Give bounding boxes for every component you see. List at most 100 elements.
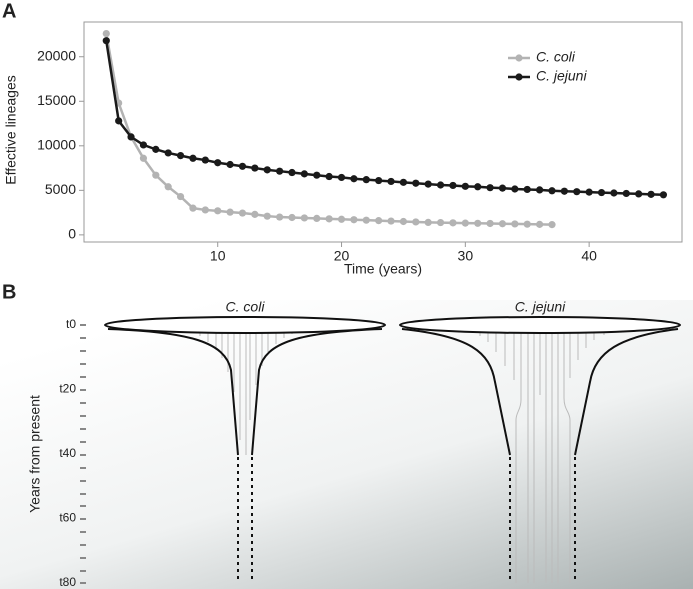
data-point: [412, 218, 420, 226]
legend-marker: [515, 54, 523, 62]
data-point: [350, 175, 358, 183]
data-point: [585, 188, 593, 196]
y-tick-label: t80: [59, 575, 76, 589]
data-point: [597, 188, 606, 197]
data-point: [263, 212, 271, 220]
y-tick-label: t60: [59, 511, 76, 525]
data-point: [536, 186, 544, 194]
data-point: [152, 145, 160, 153]
data-point: [573, 188, 581, 196]
data-point: [313, 214, 321, 222]
y-axis-title: Years from present: [27, 395, 43, 513]
data-point: [498, 220, 507, 228]
tree-title: C. jejuni: [515, 299, 566, 315]
data-point: [399, 217, 408, 226]
data-point: [214, 207, 222, 215]
data-point: [251, 164, 259, 172]
data-point: [548, 221, 556, 229]
data-point: [337, 173, 346, 182]
y-tick-label: t40: [59, 446, 76, 460]
data-point: [362, 176, 370, 184]
data-point: [226, 160, 234, 169]
legend-label: C. jejuni: [536, 68, 587, 84]
data-point: [635, 190, 643, 198]
data-point: [288, 213, 296, 222]
data-point: [486, 219, 494, 228]
data-point: [337, 215, 346, 223]
data-point: [115, 117, 123, 125]
legend-marker: [515, 73, 523, 81]
data-point: [288, 168, 296, 177]
data-point: [300, 170, 308, 178]
dotted-lineage: [237, 457, 576, 583]
plot-frame: [83, 21, 683, 243]
series-line: [105, 40, 664, 197]
data-point: [164, 149, 172, 157]
data-point: [474, 219, 482, 227]
ellipse: [399, 316, 681, 334]
data-point: [424, 180, 432, 188]
data-point: [226, 208, 234, 216]
data-point: [548, 187, 556, 195]
data-point: [498, 184, 507, 192]
data-point: [436, 218, 445, 227]
data-point: [102, 37, 110, 45]
data-point: [214, 159, 222, 167]
y-tick-label: 5000: [45, 181, 76, 197]
data-point: [375, 176, 383, 185]
funnel: [107, 328, 679, 456]
data-point: [436, 181, 445, 189]
data-point: [102, 29, 110, 38]
tree-title: C. coli: [226, 299, 266, 315]
data-point: [523, 185, 531, 194]
data-point: [659, 191, 668, 199]
data-point: [387, 217, 395, 225]
data-point: [139, 141, 148, 149]
data-point: [474, 183, 482, 191]
data-point: [412, 179, 420, 187]
data-point: [375, 217, 383, 225]
panel-b-background: [0, 300, 693, 589]
data-point: [387, 177, 395, 186]
panel-label: A: [2, 0, 16, 22]
data-point: [560, 187, 568, 195]
minor-ticks: [80, 324, 86, 584]
data-point: [399, 178, 408, 186]
y-tick-label: t20: [59, 382, 76, 396]
data-point: [511, 220, 519, 228]
data-point: [201, 156, 209, 164]
data-point: [350, 216, 358, 224]
y-tick-label: t0: [66, 317, 76, 331]
data-point: [127, 133, 135, 141]
data-point: [251, 210, 259, 218]
data-point: [238, 162, 247, 170]
data-point: [362, 216, 370, 224]
data-point: [461, 182, 469, 190]
data-point: [276, 213, 284, 221]
y-tick-label: 0: [68, 226, 76, 242]
data-point: [325, 172, 333, 181]
legend-label: C. coli: [536, 49, 576, 65]
data-point: [152, 171, 160, 179]
data-point: [449, 181, 457, 190]
x-tick-label: 30: [458, 248, 474, 264]
data-point: [313, 171, 321, 179]
data-point: [300, 214, 308, 222]
data-point: [238, 209, 247, 217]
data-point: [647, 190, 655, 198]
ellipse: [104, 316, 386, 334]
data-point: [263, 166, 271, 174]
data-point: [536, 220, 544, 228]
data-point: [325, 215, 333, 223]
data-point: [610, 189, 618, 197]
data-point: [176, 192, 185, 201]
y-tick-label: 20000: [37, 47, 76, 63]
data-point: [164, 183, 172, 191]
data-point: [461, 219, 469, 227]
data-point: [449, 219, 457, 227]
data-point: [424, 218, 432, 227]
data-point: [486, 184, 494, 192]
diagram: C. coli C. jejuni Years from present: [27, 299, 681, 584]
x-axis-title: Time (years): [344, 261, 422, 277]
